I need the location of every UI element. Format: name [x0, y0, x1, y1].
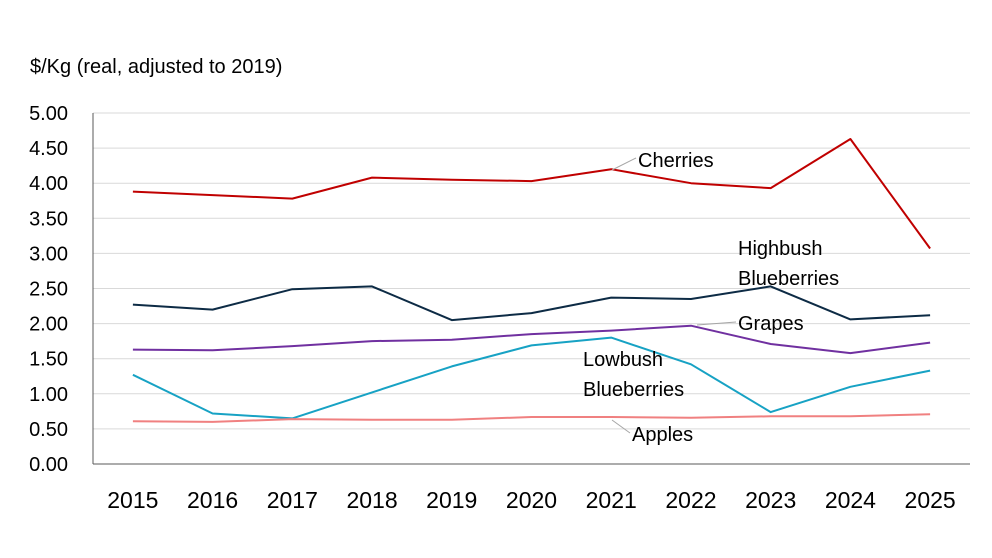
leader-line-grapes: [696, 321, 737, 326]
series-label-apples: Apples: [632, 424, 693, 446]
x-tick-label: 2017: [267, 487, 318, 513]
x-tick-label: 2018: [346, 487, 397, 513]
series-line-cherries: [132, 138, 931, 250]
x-tick-label: 2020: [506, 487, 557, 513]
series-label-cherries: Cherries: [638, 150, 714, 172]
y-tick-label: 3.00: [29, 243, 68, 265]
series-line-apples: [132, 413, 931, 423]
y-tick-label: 2.50: [29, 279, 68, 301]
y-tick-label: 2.00: [29, 314, 68, 336]
leader-line-apples: [611, 419, 631, 434]
series-line-lowbush-blueberries: [132, 336, 931, 420]
y-tick-label: 4.50: [29, 138, 68, 160]
x-tick-label: 2022: [665, 487, 716, 513]
y-tick-label: 3.50: [29, 208, 68, 230]
x-tick-label: 2025: [905, 487, 956, 513]
y-tick-label: 1.00: [29, 384, 68, 406]
series-label-highbush-blueberries: Blueberries: [738, 268, 839, 290]
y-tick-label: 5.00: [29, 103, 68, 125]
leader-line-cherries: [611, 157, 637, 171]
x-tick-label: 2016: [187, 487, 238, 513]
series-label-highbush-blueberries: Highbush: [738, 238, 823, 260]
series-label-lowbush-blueberries: Blueberries: [583, 379, 684, 401]
y-tick-label: 4.00: [29, 173, 68, 195]
x-tick-label: 2023: [745, 487, 796, 513]
y-tick-label: 1.50: [29, 349, 68, 371]
y-axis-label: $/Kg (real, adjusted to 2019): [30, 56, 283, 78]
series-line-grapes: [132, 324, 931, 355]
x-tick-label: 2024: [825, 487, 876, 513]
x-tick-label: 2015: [107, 487, 158, 513]
x-tick-label: 2019: [426, 487, 477, 513]
y-tick-label: 0.50: [29, 419, 68, 441]
series-label-grapes: Grapes: [738, 313, 804, 335]
x-tick-label: 2021: [586, 487, 637, 513]
series-line-highbush-blueberries: [132, 285, 931, 322]
series-label-lowbush-blueberries: Lowbush: [583, 349, 663, 371]
y-tick-label: 0.00: [29, 454, 68, 476]
